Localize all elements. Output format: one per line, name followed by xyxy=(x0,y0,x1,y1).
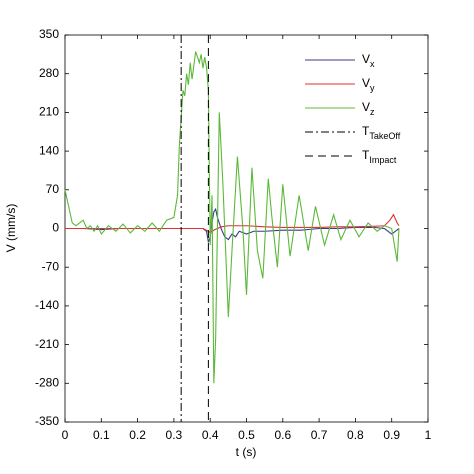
legend-label: TTakeOff xyxy=(362,124,401,141)
y-tick-label: 280 xyxy=(39,66,59,80)
legend-subscript: z xyxy=(370,107,375,117)
y-tick-label: -70 xyxy=(42,259,60,273)
legend-label: TImpact xyxy=(362,148,397,165)
x-axis-label: t (s) xyxy=(236,445,257,459)
x-tick-label: 0.5 xyxy=(238,428,255,442)
x-tick-label: 0 xyxy=(62,428,69,442)
y-tick-label: -210 xyxy=(35,337,59,351)
x-tick-label: 0.1 xyxy=(93,428,110,442)
y-tick-label: 70 xyxy=(46,182,60,196)
x-tick-label: 1 xyxy=(425,428,432,442)
x-tick-label: 0.8 xyxy=(347,428,364,442)
legend-name: V xyxy=(362,52,370,66)
y-tick-label: 0 xyxy=(52,221,59,235)
legend-name: V xyxy=(362,76,370,90)
legend-label: Vx xyxy=(362,52,375,69)
legend-name: T xyxy=(362,124,370,138)
legend-subscript: y xyxy=(370,83,375,93)
x-tick-label: 0.3 xyxy=(166,428,183,442)
x-tick-label: 0.4 xyxy=(202,428,219,442)
x-tick-label: 0.2 xyxy=(129,428,146,442)
series-line xyxy=(64,51,400,384)
legend-label: Vz xyxy=(362,100,375,117)
x-tick-label: 0.9 xyxy=(383,428,400,442)
y-tick-label: 350 xyxy=(39,27,59,41)
y-tick-label: 140 xyxy=(39,143,59,157)
legend-subscript: x xyxy=(370,59,375,69)
x-tick-label: 0.6 xyxy=(274,428,291,442)
y-tick-label: 210 xyxy=(39,105,59,119)
y-tick-label: -140 xyxy=(35,298,59,312)
legend-name: T xyxy=(362,148,370,162)
y-tick-label: -280 xyxy=(35,375,59,389)
y-axis-label: V (mm/s) xyxy=(4,204,18,253)
legend-label: Vy xyxy=(362,76,375,93)
legend-name: V xyxy=(362,100,370,114)
y-tick-label: -350 xyxy=(35,414,59,428)
legend-subscript: Impact xyxy=(369,155,397,165)
legend-subscript: TakeOff xyxy=(369,131,400,141)
series-line xyxy=(65,213,400,234)
x-tick-label: 0.7 xyxy=(311,428,328,442)
